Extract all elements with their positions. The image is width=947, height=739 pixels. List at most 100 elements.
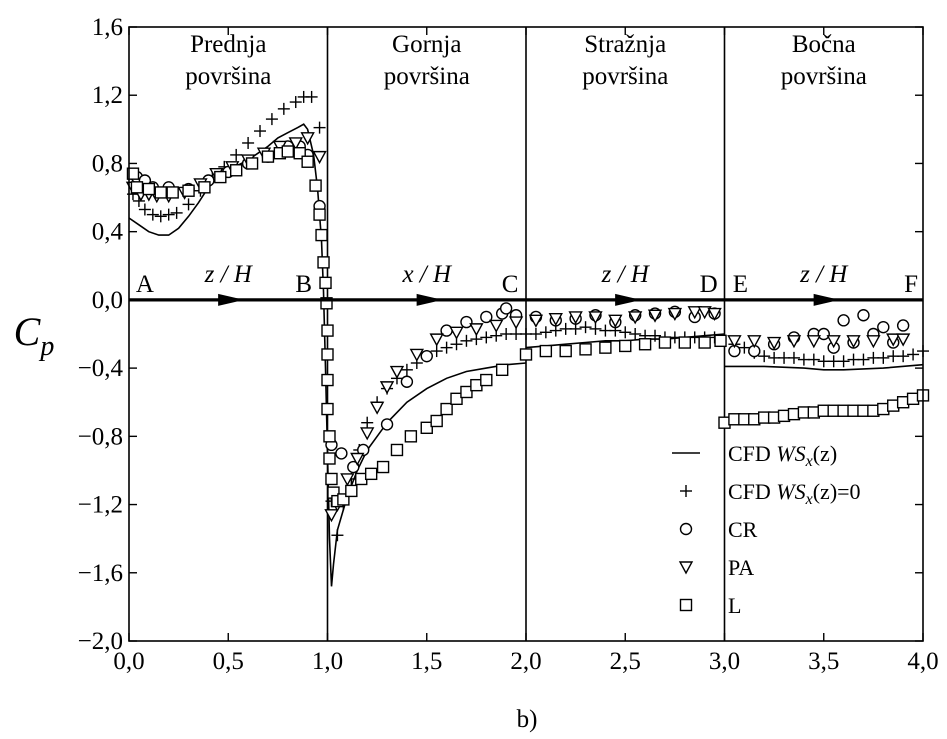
- data-point-square: [376, 460, 390, 474]
- data-point-triangle: [588, 311, 603, 325]
- data-point-square: [320, 297, 333, 310]
- data-point-triangle: [647, 309, 663, 323]
- data-point-square: [420, 421, 433, 435]
- data-point-square: [345, 484, 358, 498]
- data-point-square: [321, 324, 334, 337]
- direction-label: x / H: [401, 261, 453, 288]
- legend-entry: PA: [728, 555, 754, 580]
- axis-layer: 0,0 0,5 1,0 1,5 2,0 2,5 3,0 3,5 4,0 1,6 1,2 0,8 0,4 0…: [78, 14, 939, 675]
- data-point-triangle: [747, 335, 762, 349]
- data-point-square: [182, 184, 195, 197]
- data-point-plus: [738, 341, 751, 354]
- point-label-C: C: [502, 271, 519, 298]
- data-point-triangle: [350, 452, 365, 466]
- data-point-square: [539, 344, 553, 358]
- data-point-plus: [242, 136, 255, 149]
- data-point-square: [319, 276, 332, 290]
- data-point-plus: [549, 324, 562, 337]
- data-point-square: [323, 452, 336, 465]
- legend-entry: CFD WSx(z)=0: [728, 479, 861, 508]
- data-point-square: [519, 348, 533, 361]
- annotation-layer: A B C D E Fz / H x / H z / H z / H Prednja površin…: [129, 31, 923, 306]
- data-point-circle: [400, 375, 414, 388]
- data-point-plus: [430, 345, 443, 358]
- data-point-square: [245, 157, 259, 170]
- data-point-square: [154, 186, 167, 199]
- data-point-square: [599, 341, 612, 354]
- y-tick-label: 1,2: [92, 82, 123, 109]
- data-point-plus: [154, 210, 167, 223]
- data-point-plus: [619, 326, 632, 339]
- point-label-D: D: [700, 271, 718, 298]
- legend-entry: CR: [728, 517, 758, 542]
- data-point-triangle: [360, 427, 375, 441]
- data-point-plus: [400, 363, 413, 376]
- data-point-triangle: [489, 319, 504, 333]
- data-point-circle: [380, 418, 394, 431]
- data-point-plus: [361, 416, 374, 429]
- data-point-circle: [480, 310, 493, 324]
- data-point-plus: [907, 348, 920, 361]
- point-label-A: A: [136, 271, 154, 298]
- data-point-plus: [480, 331, 493, 344]
- x-tick-label: 1,5: [411, 648, 442, 675]
- data-point-square: [315, 228, 328, 242]
- data-point-plus: [254, 125, 267, 138]
- legend-swatch-circle: [679, 522, 693, 536]
- series-l: [126, 145, 930, 508]
- data-point-triangle: [429, 333, 444, 347]
- data-point-plus: [170, 206, 183, 219]
- direction-label: z / H: [601, 261, 651, 288]
- data-point-plus: [589, 322, 602, 335]
- data-point-square: [450, 392, 463, 406]
- x-tick-label: 4,0: [907, 648, 938, 675]
- direction-arrowhead: [218, 293, 245, 306]
- legend-suffix: (z)=0: [813, 479, 861, 504]
- data-point-square: [559, 344, 572, 358]
- data-point-triangle: [568, 311, 583, 325]
- data-point-square: [323, 430, 336, 443]
- data-point-square: [337, 493, 350, 506]
- data-point-square: [229, 164, 243, 177]
- data-point-triangle: [627, 311, 643, 325]
- y-tick-label: −0,4: [78, 355, 124, 382]
- y-tick-label: 0,0: [92, 287, 123, 314]
- direction-label: z / H: [204, 261, 254, 288]
- series-line-segment: [724, 363, 924, 371]
- data-point-circle: [420, 349, 433, 363]
- data-point-triangle: [707, 307, 722, 321]
- data-point-square: [261, 150, 275, 163]
- data-point-square: [301, 155, 314, 168]
- data-point-triangle: [727, 335, 742, 349]
- legend-entry: CFD WSx(z): [728, 441, 837, 470]
- data-point-triangle: [409, 348, 425, 362]
- x-tick-label: 2,5: [610, 648, 641, 675]
- figure-caption: b): [517, 706, 538, 733]
- legend-text: CFD: [728, 479, 776, 504]
- data-point-plus: [787, 351, 800, 364]
- data-point-circle: [357, 443, 370, 457]
- data-point-square: [214, 170, 227, 184]
- data-point-square: [579, 343, 592, 356]
- data-point-triangle: [324, 509, 339, 523]
- data-point-square: [460, 385, 473, 399]
- legend-suffix: (z): [813, 441, 837, 466]
- point-label-F: F: [904, 271, 918, 298]
- region-subtitle: površina: [384, 63, 470, 90]
- point-label-E: E: [733, 271, 748, 298]
- region-subtitle: površina: [582, 63, 668, 90]
- data-point-square: [440, 402, 453, 416]
- data-point-plus: [529, 328, 542, 340]
- data-point-triangle: [806, 335, 822, 349]
- data-point-square: [321, 402, 334, 416]
- data-point-square: [698, 336, 711, 349]
- data-point-triangle: [548, 312, 563, 327]
- series-cr: [130, 140, 910, 474]
- data-point-plus: [569, 322, 582, 335]
- y-tick-label: 1,6: [92, 14, 123, 41]
- y-tick-label: 0,4: [92, 219, 124, 246]
- region-title: Gornja: [392, 31, 461, 58]
- data-point-circle: [896, 319, 910, 332]
- data-point-triangle: [608, 314, 623, 328]
- data-point-square: [166, 186, 179, 199]
